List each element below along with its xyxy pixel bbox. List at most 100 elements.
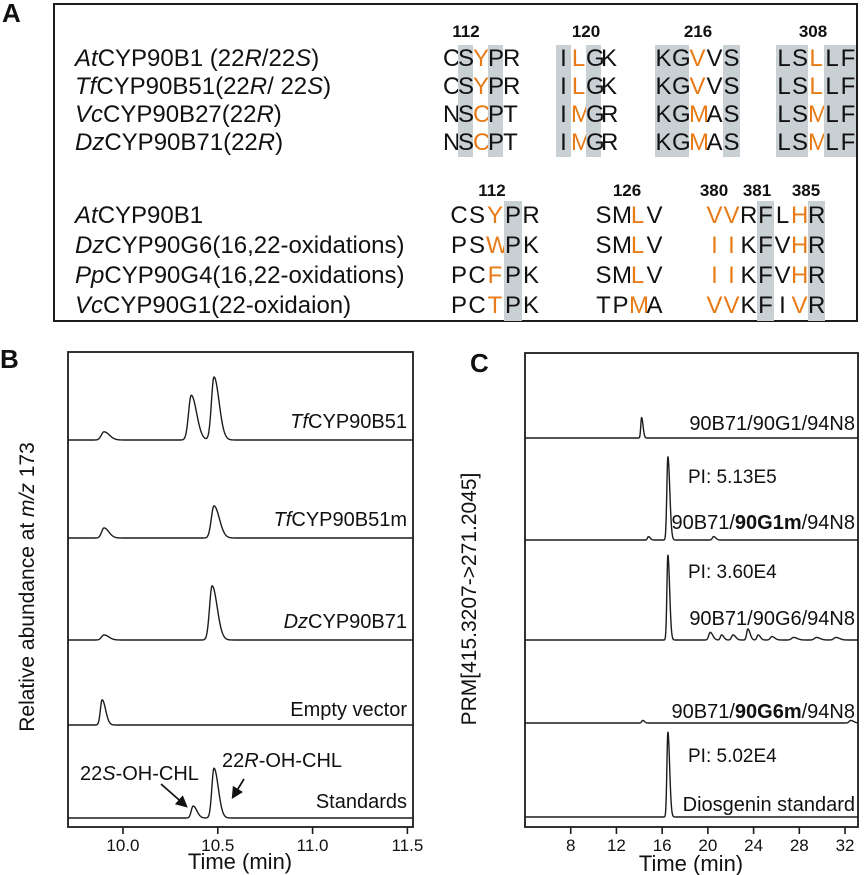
residue: R [503,73,521,100]
residue: R [808,231,826,261]
residue: P [488,73,505,101]
x-tick-label: 10.0 [106,836,140,855]
residue: K [740,292,757,319]
sequence-name: DzCYP90B71(22R) [75,129,283,157]
panel-b-label: B [0,344,19,374]
trace-line-B-0 [67,376,414,441]
text-segment: 90B71/90G6/94N8 [689,608,855,630]
text-segment: CYP90B51 [308,411,407,433]
residue: S [458,129,475,157]
trace-label: 90B71/90G6m/94N8 [672,701,855,723]
seq-position-header: 112 [452,22,480,41]
residue: C [443,73,461,100]
text-segment: / 22 [267,73,308,100]
trace-line-C-2 [524,554,859,641]
peak-annotation: 22R-OH-CHL [222,750,342,773]
residue: L [571,45,586,72]
residue: P [504,201,522,231]
residue: I [728,262,735,289]
trace-label: TfCYP90B51m [274,509,407,531]
text-segment: CYP90B1 (22 [97,45,245,72]
residue: V [723,202,740,229]
residue: I [728,232,735,259]
residue: K [522,262,539,289]
residue: M [689,101,709,128]
residue: Y [473,73,490,100]
panel-b-x-axis-title: Time (min) [187,849,293,874]
residue: L [775,202,790,229]
residue: V [706,45,723,72]
text-segment: Vc [75,101,104,128]
text-segment: -OH-CHL [258,750,343,772]
residue: V [689,45,706,72]
sequence-name: VcCYP90G1(22-oxidaion) [75,291,351,321]
seq-position-header: 385 [791,181,821,200]
text-segment: CYP90B51(22 [96,73,250,100]
text-segment: Tf [273,509,292,531]
residue: P [450,292,467,319]
text-segment: Standards [315,791,407,813]
residue: I [711,262,718,289]
peak-intensity-label: PI: 3.60E4 [688,562,777,583]
sequence-name: AtCYP90B1 (22R/22S) [75,45,319,73]
residue: L [630,262,645,289]
text-segment: R [244,45,262,72]
residue: L [776,73,792,101]
residue: V [774,232,791,259]
text-segment: 22 [222,750,245,772]
residue: K [740,232,757,259]
text-segment: CYP90B71 [308,611,407,633]
text-segment: Relative abundance at [16,516,39,732]
residue: C [473,101,491,128]
residue: V [791,292,808,319]
residue: S [468,232,485,259]
residue: C [443,45,461,72]
seq-position-header: 381 [742,181,772,200]
residue: S [792,73,809,101]
trace-line-C-1 [524,456,859,541]
text-segment: ) [273,101,282,128]
residue: G [672,101,691,129]
x-tick-label: 8 [565,836,576,855]
residue: L [776,129,792,157]
residue: A [706,129,723,156]
text-segment: m/z [16,483,39,517]
residue: P [504,261,522,291]
plot-frame-C [524,352,859,828]
residue: L [809,45,823,72]
x-tick-label: 20 [698,836,718,855]
x-tick-label: 28 [789,836,809,855]
residue: S [723,129,740,157]
residue: I [556,101,571,129]
residue: P [612,292,629,319]
residue: T [487,292,503,319]
residue: T [503,129,518,156]
text-segment: S [102,763,116,785]
x-tick-label: 24 [744,836,764,855]
residue: R [522,202,540,229]
residue: G [586,129,605,157]
residue: I [711,232,718,259]
residue: S [595,262,612,289]
residue: F [757,291,774,321]
x-tick-label: 11.5 [391,836,424,855]
x-tick-label: 32 [835,836,855,855]
residue: G [586,101,605,129]
residue: S [595,232,612,259]
text-segment: /22 [261,45,296,72]
text-segment: 90B71/ [671,701,735,723]
residue: G [672,129,691,157]
residue: H [791,202,809,229]
residue: L [824,101,840,129]
annotation-arrow [231,778,245,800]
residue: H [791,262,809,289]
residue: F [487,262,503,289]
residue: K [522,292,539,319]
